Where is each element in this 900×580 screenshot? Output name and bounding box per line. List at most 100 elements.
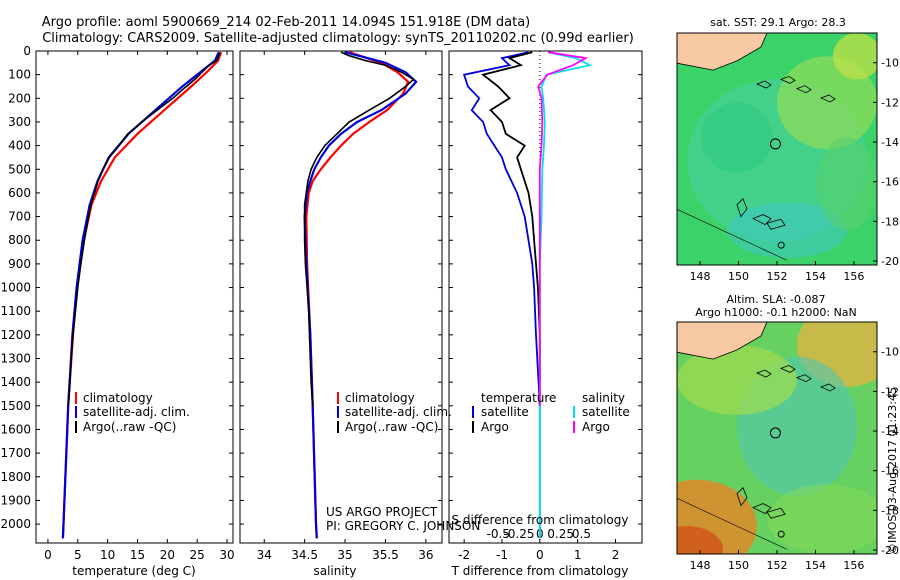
x-tick-label: 154 — [805, 270, 826, 283]
land-new-guinea — [677, 33, 768, 71]
x-tick-label: 25 — [190, 548, 205, 562]
x-tick-label: 10 — [100, 548, 115, 562]
legend-label-argo: Argo(..raw -QC) — [345, 420, 438, 434]
y-tick-label: -20 — [881, 255, 899, 268]
series-s-satellite — [538, 51, 593, 539]
reef-outline — [736, 197, 786, 230]
secondary-marker — [777, 241, 785, 249]
depth-contour — [677, 209, 788, 261]
island — [755, 80, 772, 89]
legend-label-t-argo: Argo — [481, 420, 509, 434]
x-tick-label: 154 — [805, 559, 826, 572]
map-blob — [677, 345, 797, 415]
y-tick-label: -10 — [881, 57, 899, 70]
x-tick-label: 5 — [74, 548, 82, 562]
legend-label-t-satellite: satellite — [481, 405, 529, 419]
y-tick-label: 1200 — [0, 328, 31, 342]
legend-title-salinity: salinity — [582, 391, 625, 405]
series-argo — [67, 51, 221, 406]
y-tick-label: 1500 — [0, 399, 31, 413]
secondary-marker — [777, 530, 785, 538]
y-tick-label: 0 — [23, 44, 31, 58]
profile-location-marker — [769, 427, 781, 439]
s-tick-label: 0.25 — [547, 527, 574, 541]
x-tick-label: 0 — [44, 548, 52, 562]
y-tick-label: 700 — [8, 210, 31, 224]
y-tick-label: 900 — [8, 257, 31, 271]
pi-credit: PI: GREGORY C. JOHNSON — [326, 519, 480, 533]
map-blob — [833, 33, 877, 80]
y-tick-label: 1800 — [0, 470, 31, 484]
y-tick-label: 2000 — [0, 517, 31, 531]
x-tick-label: 148 — [690, 270, 711, 283]
s-difference-label: S difference from climatology — [452, 513, 629, 527]
s-tick-label: -0.5 — [486, 527, 509, 541]
y-tick-label: -18 — [881, 504, 899, 517]
map-field — [677, 33, 877, 265]
series-t-argo — [481, 51, 541, 406]
sst-map-title: sat. SST: 29.1 Argo: 28.3 — [710, 16, 846, 29]
series-satellite — [303, 51, 418, 539]
legend-label-climatology: climatology — [345, 391, 415, 405]
x-tick-label: 150 — [728, 559, 749, 572]
legend-label-satellite: satellite-adj. clim. — [83, 405, 190, 419]
x-tick-label: 35 — [337, 548, 352, 562]
sla-map: 148 150 152 154 156 -10 -12 -14 -16 -18 -20 — [676, 321, 899, 572]
reef-outline — [736, 486, 786, 519]
temperature-panel: 0100200300400500600700800900100011001200… — [0, 44, 234, 562]
y-tick-label: 1900 — [0, 493, 31, 507]
legend-label-s-satellite: satellite — [582, 405, 630, 419]
legend-label-climatology: climatology — [83, 391, 153, 405]
y-tick-label: 100 — [8, 68, 31, 82]
salinity-legend: climatology satellite-adj. clim. Argo(..… — [337, 391, 452, 434]
y-tick-label: 1100 — [0, 304, 31, 318]
y-tick-label: -16 — [881, 176, 899, 189]
t-difference-xlabel: T difference from climatology — [451, 564, 629, 578]
land-new-guinea — [677, 322, 768, 360]
map-blob — [767, 484, 877, 554]
x-tick-label: -1 — [496, 548, 508, 562]
y-tick-label: 1700 — [0, 446, 31, 460]
series-s-argo — [537, 51, 589, 406]
map-blob — [701, 102, 773, 173]
x-tick-label: 36 — [418, 548, 433, 562]
y-tick-label: -12 — [881, 385, 899, 398]
x-tick-label: 1 — [574, 548, 582, 562]
island — [819, 383, 836, 392]
y-tick-label: 1400 — [0, 375, 31, 389]
y-tick-label: 200 — [8, 91, 31, 105]
x-tick-label: 152 — [767, 270, 788, 283]
map-blob — [817, 137, 877, 231]
x-tick-label: 156 — [843, 559, 864, 572]
island — [819, 94, 836, 103]
y-tick-label: -20 — [881, 544, 899, 557]
series-satellite — [61, 51, 220, 539]
salinity-xlabel: salinity — [313, 564, 356, 578]
y-tick-label: -16 — [881, 465, 899, 478]
x-tick-label: 34 — [257, 548, 272, 562]
y-tick-label: 1300 — [0, 352, 31, 366]
y-tick-label: -12 — [881, 96, 899, 109]
y-tick-label: 1600 — [0, 422, 31, 436]
x-tick-label: 35.5 — [372, 548, 399, 562]
depth-contour — [677, 498, 788, 550]
series-t-satellite — [462, 51, 541, 539]
x-tick-label: 20 — [160, 548, 175, 562]
figure-title-line1: Argo profile: aoml 5900669_214 02-Feb-20… — [42, 15, 531, 30]
series-climatology — [305, 51, 410, 539]
map-field — [677, 322, 877, 554]
project-credit: US ARGO PROJECT — [326, 505, 438, 519]
x-tick-label: 148 — [690, 559, 711, 572]
x-tick-label: 156 — [843, 270, 864, 283]
island — [779, 364, 796, 373]
difference-legend: temperature salinity satellite Argo sate… — [472, 391, 630, 434]
x-tick-label: 152 — [767, 559, 788, 572]
y-tick-label: 800 — [8, 233, 31, 247]
x-tick-label: 34.5 — [291, 548, 318, 562]
y-tick-label: 500 — [8, 162, 31, 176]
legend-label-satellite: satellite-adj. clim. — [345, 405, 452, 419]
temperature-xlabel: temperature (deg C) — [72, 564, 195, 578]
x-tick-label: -2 — [458, 548, 470, 562]
x-tick-label: 0 — [536, 548, 544, 562]
x-tick-label: 2 — [612, 548, 620, 562]
